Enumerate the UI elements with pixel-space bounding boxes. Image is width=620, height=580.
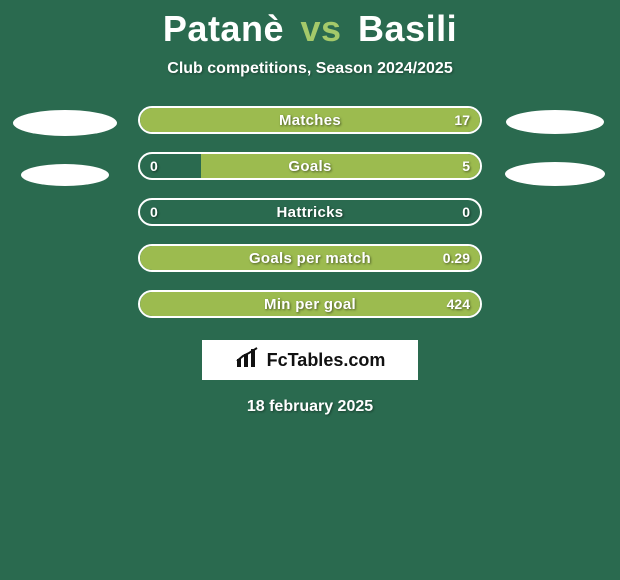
bar-fill-right xyxy=(140,246,480,270)
bar-value-left: 0 xyxy=(150,154,158,178)
bar-track: Hattricks0 0 xyxy=(138,198,482,226)
left-ovals xyxy=(10,106,120,186)
chart-icon xyxy=(235,347,261,374)
chart-area: Matches17Goals05Hattricks00Goals per mat… xyxy=(0,106,620,318)
subtitle: Club competitions, Season 2024/2025 xyxy=(0,60,620,78)
bar-fill-right xyxy=(140,108,480,132)
oval-left-2 xyxy=(21,164,109,186)
title-player2: Basili xyxy=(358,8,457,49)
bar-row: Matches17 xyxy=(138,106,482,134)
comparison-bars: Matches17Goals05Hattricks00Goals per mat… xyxy=(138,106,482,318)
bar-fill-right xyxy=(140,292,480,316)
bar-fill-right xyxy=(201,154,480,178)
bar-track: Min per goal424 xyxy=(138,290,482,318)
bar-label: Hattricks xyxy=(140,200,480,224)
bar-value-right: 0 xyxy=(462,200,470,224)
bar-row: Goals05 xyxy=(138,152,482,180)
bar-track: Goals05 xyxy=(138,152,482,180)
fctables-logo: FcTables.com xyxy=(202,340,418,380)
bar-row: Min per goal424 xyxy=(138,290,482,318)
logo-container: FcTables.com xyxy=(0,340,620,380)
title-vs: vs xyxy=(300,8,341,49)
bar-value-left: 0 xyxy=(150,200,158,224)
title-player1: Patanè xyxy=(163,8,284,49)
bar-track: Matches17 xyxy=(138,106,482,134)
page-title: Patanè vs Basili xyxy=(0,0,620,50)
oval-right-2 xyxy=(505,162,605,186)
bar-row: Goals per match0.29 xyxy=(138,244,482,272)
date-label: 18 february 2025 xyxy=(0,398,620,416)
oval-left-1 xyxy=(13,110,117,136)
right-ovals xyxy=(500,106,610,186)
bar-row: Hattricks0 0 xyxy=(138,198,482,226)
oval-right-1 xyxy=(506,110,604,134)
bar-track: Goals per match0.29 xyxy=(138,244,482,272)
logo-text: FcTables.com xyxy=(267,350,386,371)
